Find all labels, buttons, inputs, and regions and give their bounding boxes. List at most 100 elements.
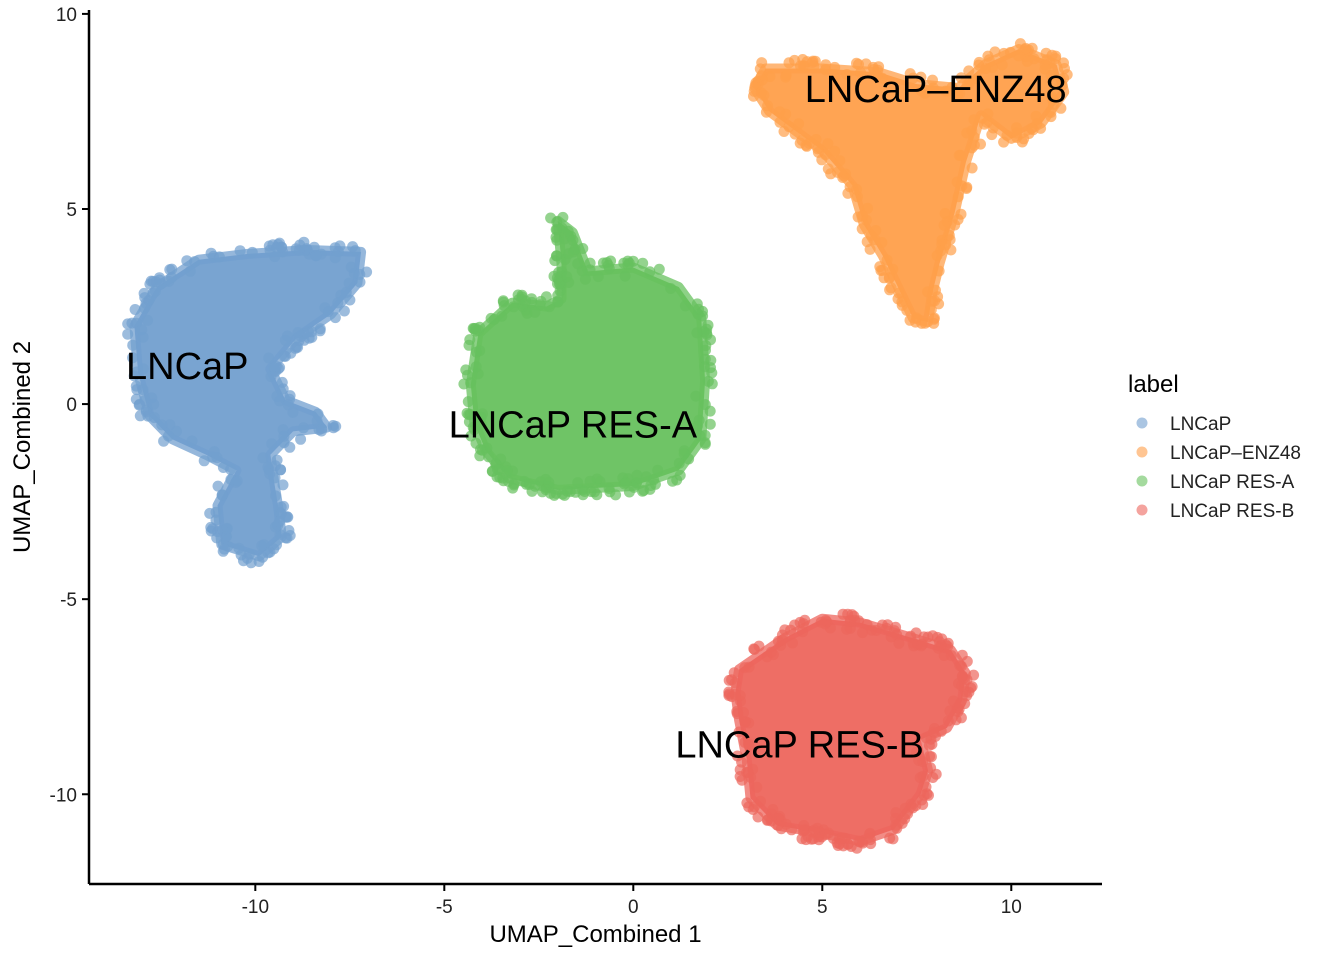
cluster-2-point (589, 486, 600, 498)
cluster-1-point (778, 126, 790, 137)
cluster-1-point (832, 166, 843, 178)
cluster-3-point (864, 834, 876, 846)
cluster-0-point (137, 384, 149, 396)
cluster-2-point (631, 469, 643, 481)
cluster-2-point (700, 344, 711, 356)
cluster-1-point (968, 114, 980, 126)
cluster-3-point (752, 811, 764, 823)
cluster-2-point (548, 489, 560, 501)
cluster-1-point (755, 87, 767, 99)
cluster-0-point (142, 314, 154, 326)
cluster-1-point (919, 87, 931, 99)
cluster-3-point (890, 621, 902, 633)
y-tick-label: 0 (66, 395, 77, 416)
cluster-1-point (834, 155, 846, 167)
cluster-0-point (275, 464, 286, 476)
cluster-2-point (592, 271, 604, 283)
cluster-0-point (263, 352, 275, 364)
legend-title: label (1128, 371, 1179, 398)
cluster-2-point (704, 418, 716, 430)
cluster-3-point (945, 650, 957, 662)
cluster-3-point (845, 841, 857, 852)
x-axis-ticks: -10 -5 0 5 10 (242, 884, 1022, 918)
cluster-0-point (258, 539, 270, 551)
cluster-2-point (553, 266, 565, 278)
cluster-2-point (683, 453, 695, 465)
cluster-3-point (742, 767, 754, 778)
cluster-2-point (464, 334, 476, 346)
cluster-1-point (982, 50, 994, 62)
cluster-0-point (138, 287, 150, 299)
legend-items: LNCaP LNCaP–ENZ48 LNCaP RES-A LNCaP RES-B (1136, 414, 1301, 522)
legend-key-0 (1136, 417, 1148, 429)
cluster-1-point (774, 106, 786, 118)
x-axis-title: UMAP_Combined 1 (489, 921, 701, 948)
cluster-2-point (701, 327, 712, 339)
cluster-1-point (855, 67, 867, 79)
cluster-1-point (978, 118, 990, 130)
cluster-3-point (799, 614, 811, 626)
cluster-0-point (205, 247, 217, 259)
cluster-0-point (127, 352, 139, 364)
legend-label-1: LNCaP–ENZ48 (1170, 443, 1301, 464)
cluster-3-point (911, 746, 922, 758)
cluster-0-point (233, 542, 245, 554)
cluster-0-point (278, 437, 290, 449)
cluster-0-point (134, 410, 146, 422)
cluster-1-point (780, 71, 792, 83)
cluster-0-point (198, 455, 210, 467)
cluster-0-region (129, 245, 367, 562)
cluster-3-point (870, 625, 882, 636)
cluster-1-point (931, 250, 943, 262)
cluster-1-point (925, 304, 937, 316)
cluster-0-point (347, 241, 359, 253)
cluster-0-point (211, 532, 223, 544)
legend-key-1 (1136, 446, 1148, 458)
cluster-2-point (667, 475, 678, 487)
cluster-3-point (743, 801, 755, 813)
cluster-0-point (295, 433, 307, 445)
cluster-2-point (508, 479, 520, 491)
cluster-0-point (270, 360, 282, 372)
cluster-2-point (550, 250, 562, 262)
cluster-1-point (939, 208, 951, 219)
cluster-2-point (470, 361, 482, 373)
cluster-3-point (733, 726, 745, 738)
cluster-2-point (570, 486, 582, 498)
cluster-1-point (927, 74, 938, 86)
cluster-3-point (947, 695, 959, 707)
cluster-2-point (693, 414, 705, 426)
cluster-1-point (756, 57, 768, 69)
cluster-0-point (245, 557, 257, 569)
cluster-2-point (496, 310, 508, 322)
legend-label-3: LNCaP RES-B (1170, 501, 1294, 522)
cluster-2-point (502, 465, 513, 477)
cluster-3-point (968, 669, 980, 681)
cluster-1-point (853, 58, 864, 70)
cluster-0-point (147, 287, 159, 299)
cluster-3-point (827, 832, 839, 844)
cluster-2-point (474, 345, 486, 357)
cluster-2-point (690, 390, 702, 402)
cluster-3-point (884, 832, 896, 844)
cluster-2-point (557, 211, 569, 223)
cluster-1-point (756, 74, 768, 86)
cluster-0-point (343, 277, 355, 289)
cluster-1-point (808, 60, 820, 72)
cluster-1-point (928, 313, 940, 325)
cluster-1-point (996, 59, 1008, 71)
cluster-0-point (361, 266, 373, 278)
cluster-1-point (885, 282, 897, 294)
cluster-0-point (156, 419, 168, 431)
cluster-1-point (927, 295, 938, 307)
cluster-2-point (475, 411, 487, 423)
legend-key-3 (1136, 504, 1148, 516)
cluster-3-point (738, 707, 749, 718)
cluster-0-point (234, 245, 246, 257)
cluster-2-point (508, 301, 520, 313)
cluster-1-point (881, 254, 893, 266)
cluster-1-point (851, 183, 863, 195)
cluster-3-point (787, 637, 798, 649)
cluster-2-point (512, 289, 524, 301)
cluster-2-point (545, 212, 557, 224)
